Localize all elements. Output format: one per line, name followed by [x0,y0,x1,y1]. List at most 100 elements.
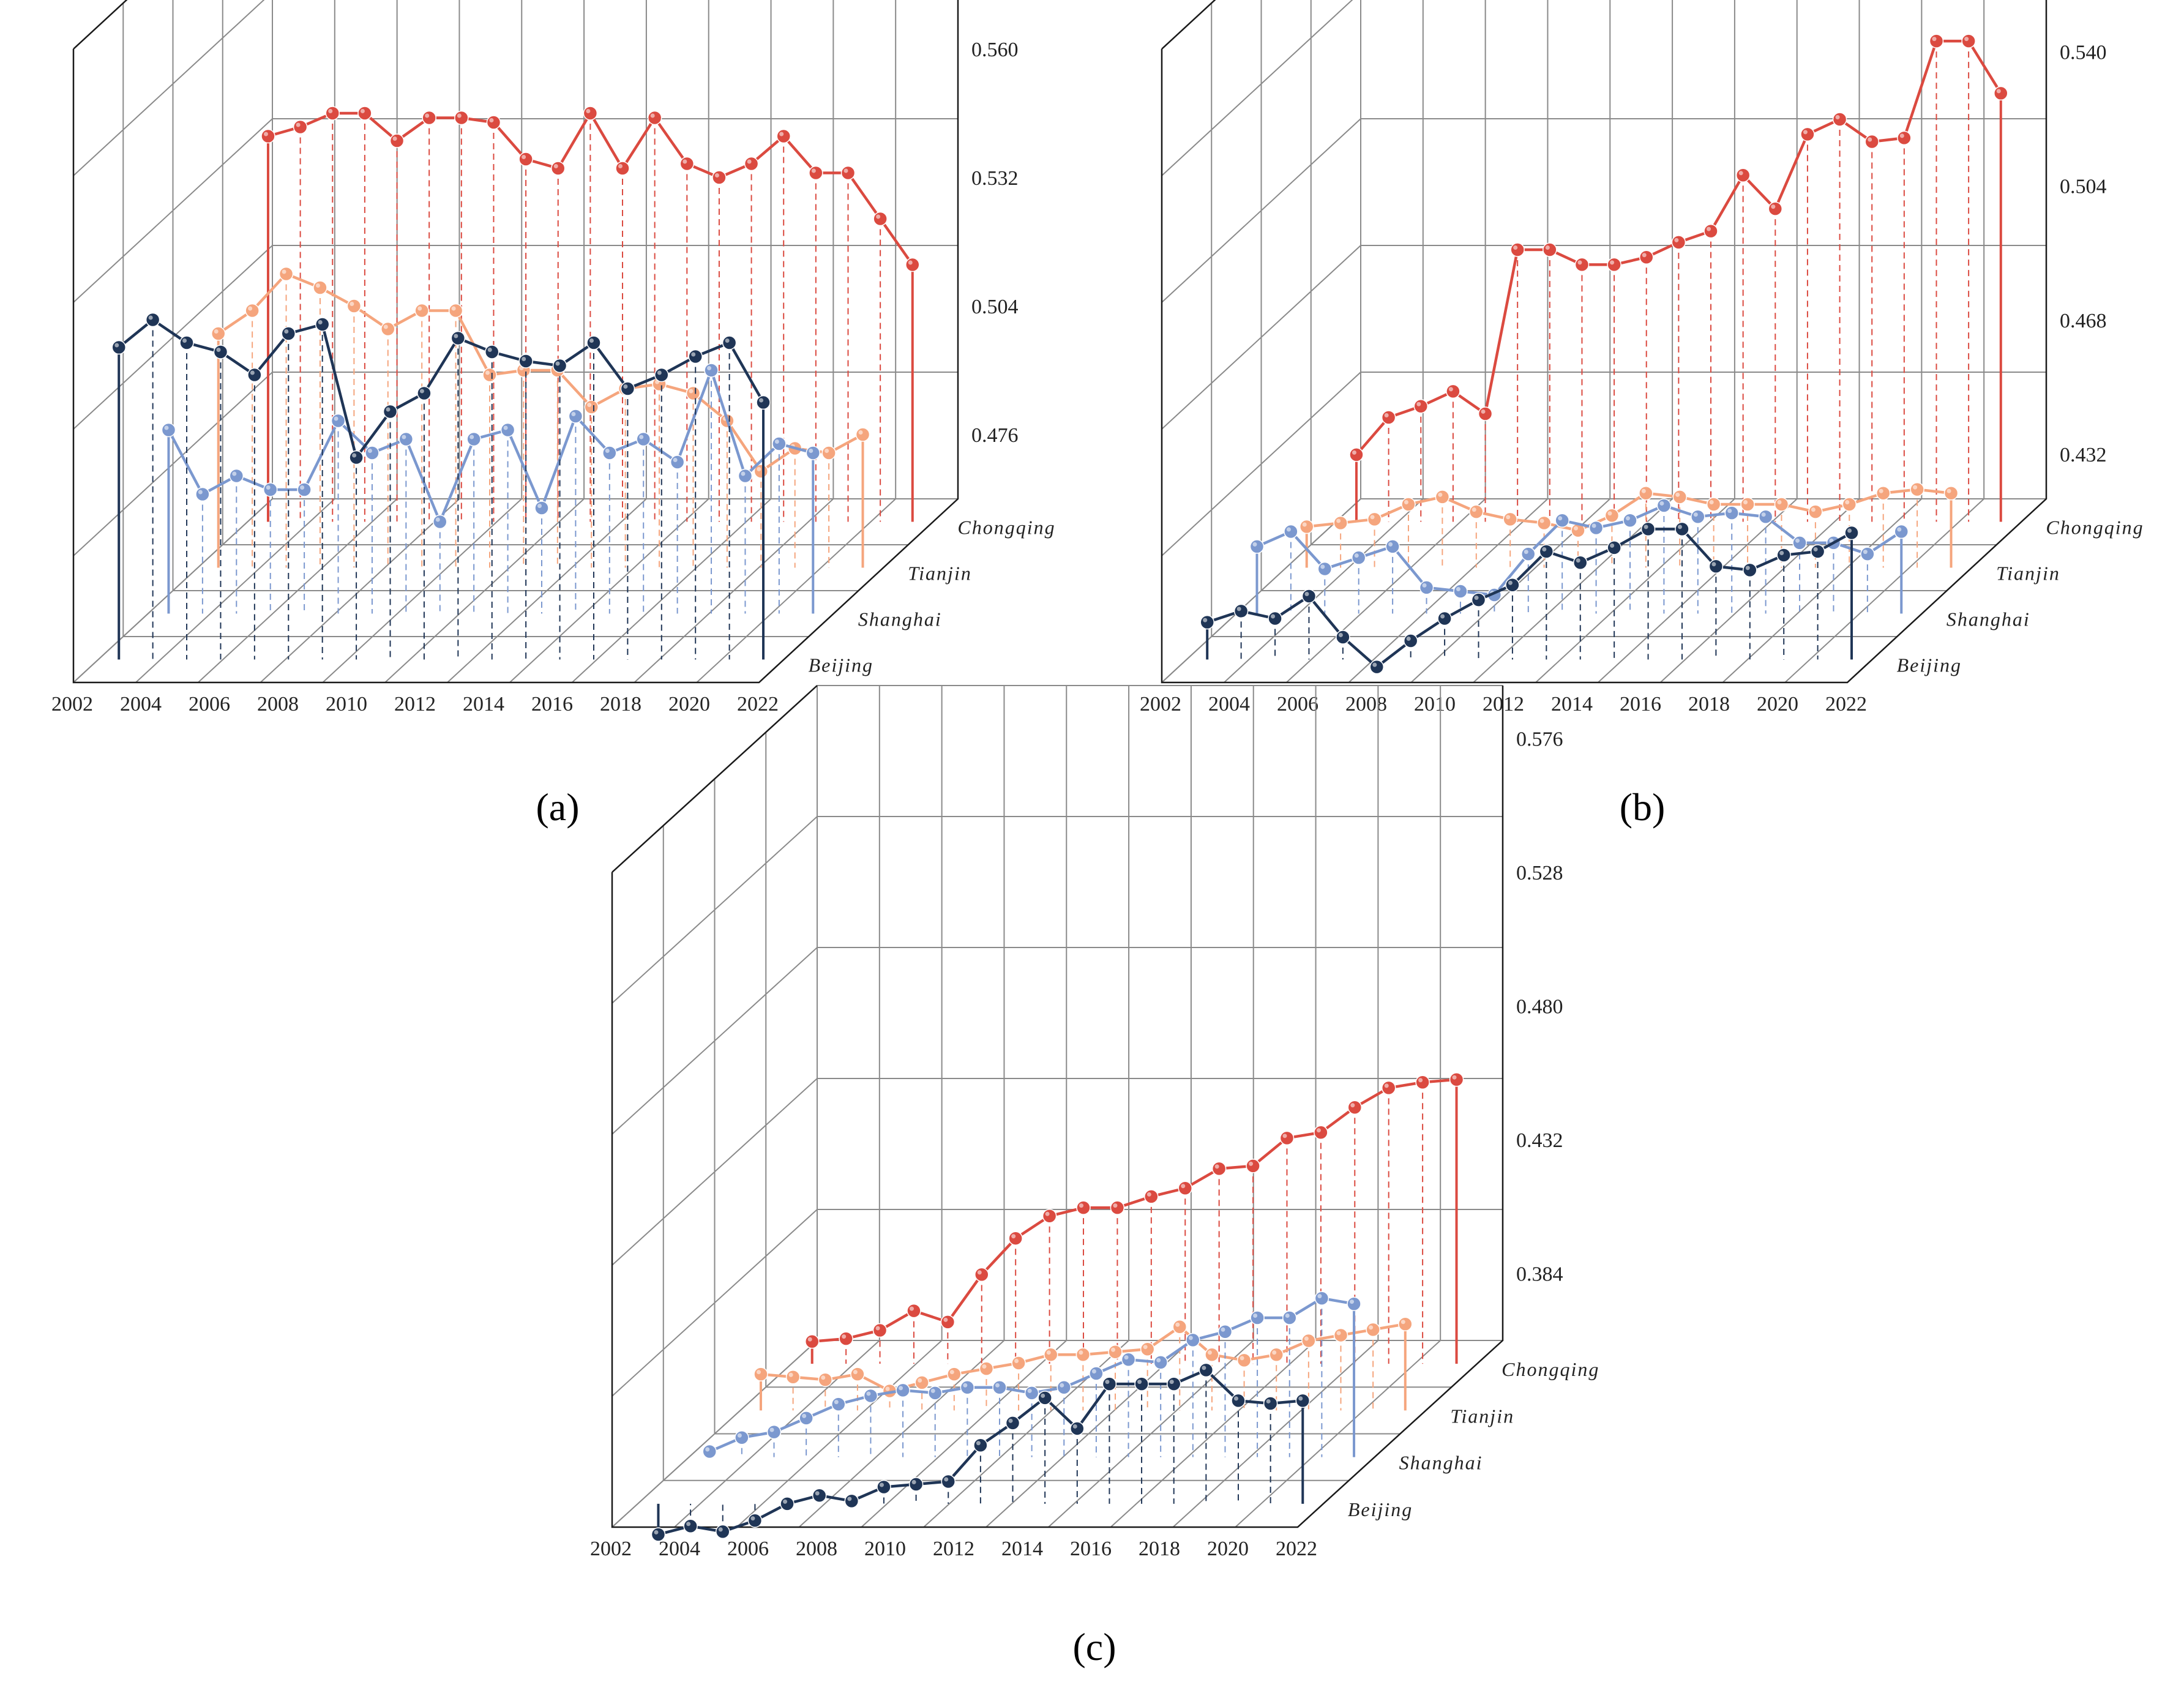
x-tick-label: 2010 [864,1538,906,1560]
z-tick-label: 0.504 [971,296,1019,318]
data-point-highlight [1456,586,1460,591]
data-point [1333,515,1348,531]
data-point-highlight [1913,485,1918,490]
data-point [325,106,340,121]
axis-frame [72,0,959,684]
z-tick-label: 0.476 [971,424,1019,447]
data-point-highlight [1947,488,1951,493]
data-point [754,1367,768,1381]
data-point [1832,112,1847,127]
data-point [389,133,405,148]
data-point [297,482,312,497]
data-point-highlight [885,1386,890,1391]
data-point [1623,513,1637,528]
data-point [1236,1353,1252,1368]
data-point [1246,1159,1260,1173]
x-tick-label: 2008 [257,693,299,716]
data-point [448,303,463,318]
data-point [500,422,515,438]
data-point [1144,1189,1159,1204]
data-point-highlight [1422,583,1427,588]
data-point-highlight [318,320,323,324]
data-point [383,404,398,419]
data-point-highlight [1474,596,1479,600]
data-point [615,161,630,176]
data-point [1471,592,1486,607]
data-point-highlight [1207,1350,1212,1355]
data-point-highlight [847,1497,852,1501]
data-point-highlight [1508,580,1513,585]
data-point-highlight [1576,558,1580,563]
x-tick-label: 2004 [1208,693,1250,716]
city-label-tianjin: Tianjin [1450,1405,1514,1427]
data-point [1381,1080,1396,1096]
data-point [1478,406,1493,421]
data-point [872,1323,888,1338]
data-point [482,367,497,383]
data-point [1089,1366,1104,1381]
data-point [647,110,662,125]
x-tick-label: 2010 [1414,693,1456,716]
data-point [1706,497,1721,512]
data-point-highlight [879,1482,884,1487]
data-point-highlight [1352,450,1356,455]
data-point-highlight [1072,1424,1077,1429]
data-point-highlight [858,430,863,435]
data-point-highlight [1574,526,1579,531]
data-point-highlight [1795,538,1800,543]
data-point [1671,235,1686,250]
data-point-highlight [352,453,357,458]
data-point [454,110,469,125]
city-label-shanghai: Shanghai [1399,1452,1483,1474]
data-point-highlight [1041,1393,1045,1398]
data-point-highlight [1202,1366,1206,1370]
data-point-highlight [1932,37,1937,42]
data-point [1250,1310,1265,1325]
x-tick-label: 2002 [590,1538,632,1560]
data-point [1347,1296,1361,1311]
data-point [1263,1396,1278,1411]
data-point [1299,519,1314,534]
data-point-highlight [263,132,268,136]
z-tick-label: 0.532 [971,167,1019,190]
data-point [1691,509,1705,524]
data-point [1510,242,1525,257]
data-point-highlight [802,1413,807,1418]
data-point-highlight [1175,1322,1180,1327]
data-point-highlight [1388,542,1393,547]
series-chongqing [261,106,920,522]
data-point [357,106,372,121]
data-point-highlight [334,416,338,421]
data-point [839,1331,853,1346]
data-point-highlight [741,471,746,476]
data-point [940,1315,956,1329]
panel-a-label: (a) [536,785,579,829]
data-point [422,110,436,125]
data-point [735,1430,749,1445]
data-point-highlight [1320,564,1325,569]
data-point [654,367,669,383]
data-point [1333,1328,1348,1343]
data-point [1503,512,1517,527]
data-point [1205,1347,1219,1362]
data-point-highlight [537,504,542,508]
data-point [1543,242,1557,257]
data-point [1910,482,1924,497]
data-point [1398,1317,1413,1331]
data-point-highlight [654,1530,659,1534]
x-tick-label: 2016 [531,693,573,716]
data-point [261,129,275,144]
data-point [1166,1377,1181,1391]
series-line-shanghai [1256,504,1902,597]
data-point [785,1369,801,1385]
data-point [702,1444,717,1459]
data-point [1758,509,1773,524]
data-point-highlight [1298,1396,1303,1401]
data-point [1656,498,1672,513]
data-point [586,335,601,350]
data-point [1401,497,1416,512]
data-point-highlight [821,1375,826,1380]
data-point-highlight [392,136,397,141]
data-point [712,170,727,185]
data-point-highlight [759,398,764,403]
